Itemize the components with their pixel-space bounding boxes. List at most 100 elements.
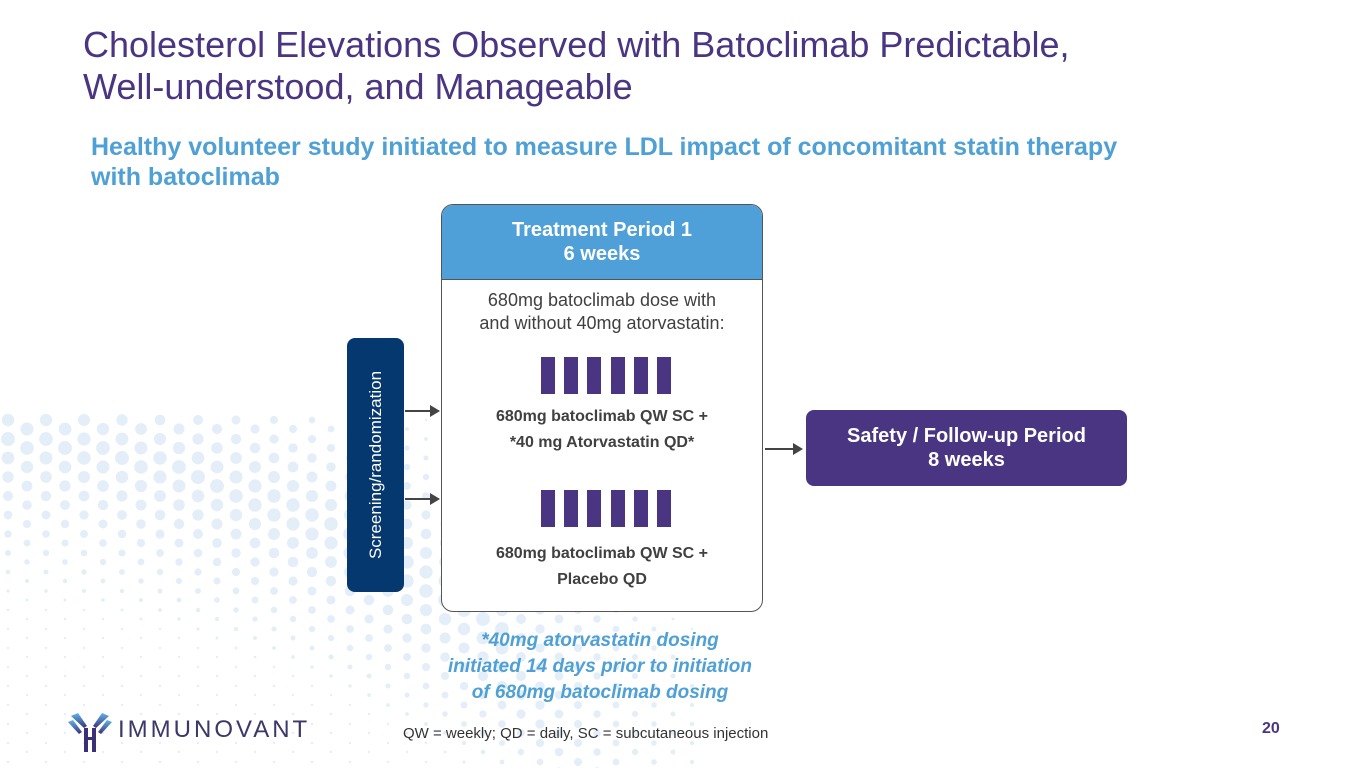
background-dot: [670, 730, 676, 736]
background-dot: [82, 684, 86, 688]
background-dot: [612, 644, 620, 652]
background-dot: [348, 703, 352, 707]
background-dot: [2, 490, 14, 502]
background-dot: [365, 634, 373, 642]
background-dot: [6, 722, 10, 726]
background-dot: [25, 617, 29, 621]
background-dot: [477, 651, 489, 663]
background-dot: [234, 665, 238, 669]
background-dot: [516, 633, 526, 643]
background-dot: [158, 703, 162, 707]
background-dot: [25, 712, 29, 716]
background-dot: [498, 720, 506, 728]
background-dot: [176, 597, 182, 603]
background-dot: [419, 603, 433, 617]
background-dot: [248, 517, 262, 531]
background-dot: [651, 721, 657, 727]
background-dot: [193, 529, 203, 539]
background-dot: [272, 722, 276, 726]
background-dot: [82, 665, 86, 669]
background-dot: [310, 722, 314, 726]
background-dot: [21, 480, 33, 492]
dose-bar: [633, 490, 648, 527]
background-dot: [177, 693, 181, 697]
background-dot: [403, 653, 411, 661]
background-dot: [134, 460, 148, 474]
subtitle-line-1: Healthy volunteer study initiated to mea…: [91, 133, 1118, 161]
background-dot: [24, 578, 30, 584]
background-dot: [535, 662, 545, 672]
background-dot: [612, 720, 620, 728]
background-dot: [554, 652, 564, 662]
background-dot: [215, 674, 219, 678]
background-dot: [177, 731, 181, 735]
background-dot: [461, 740, 467, 746]
arm-2-label-line-2: Placebo QD: [557, 571, 647, 588]
background-dot: [154, 490, 166, 502]
background-dot: [249, 461, 261, 473]
background-dot: [291, 693, 295, 697]
background-dot: [329, 750, 333, 754]
background-dot: [230, 433, 242, 445]
background-dot: [291, 712, 295, 716]
background-dot: [25, 731, 29, 735]
background-dot: [20, 441, 34, 455]
background-dot: [3, 510, 13, 520]
background-dot: [82, 760, 86, 764]
background-dot: [612, 701, 620, 709]
background-dot: [517, 748, 525, 756]
background-dot: [291, 750, 295, 754]
background-dot: [250, 557, 260, 567]
background-dot: [690, 646, 694, 650]
background-dot: [211, 442, 223, 454]
background-dot: [117, 510, 127, 520]
background-dot: [405, 750, 409, 754]
background-dot: [44, 760, 48, 764]
background-dot: [120, 703, 124, 707]
background-dot: [58, 460, 72, 474]
dose-bars-arm-1: [541, 357, 671, 394]
background-dot: [329, 731, 333, 735]
background-dot: [535, 700, 545, 710]
background-dot: [139, 750, 143, 754]
background-dot: [115, 432, 129, 446]
background-dot: [25, 674, 29, 678]
background-dot: [155, 529, 165, 539]
background-dot: [268, 452, 280, 464]
background-dot: [4, 530, 12, 538]
background-dot: [310, 760, 314, 764]
background-dot: [324, 498, 338, 512]
background-dot: [593, 729, 601, 737]
background-dot: [612, 682, 620, 690]
background-dot: [306, 566, 318, 578]
background-dot: [480, 730, 486, 736]
background-dot: [651, 645, 657, 651]
background-dot: [419, 565, 433, 579]
background-dot: [612, 739, 620, 747]
background-dot: [63, 598, 67, 602]
background-dot: [158, 608, 162, 612]
subtitle-line-2: with batoclimab: [91, 163, 280, 191]
background-dot: [651, 683, 657, 689]
background-dot: [215, 712, 219, 716]
background-dot: [348, 722, 352, 726]
background-dot: [288, 576, 298, 586]
background-dot: [154, 509, 166, 521]
background-dot: [115, 470, 129, 484]
background-dot: [210, 498, 224, 512]
background-dot: [309, 645, 315, 651]
background-dot: [573, 681, 583, 691]
background-dot: [177, 617, 181, 621]
background-dot: [516, 671, 526, 681]
background-dot: [101, 750, 105, 754]
background-dot: [272, 665, 276, 669]
background-dot: [593, 615, 601, 623]
background-dot: [405, 731, 409, 735]
background-dot: [671, 617, 675, 621]
background-dot: [116, 414, 128, 426]
background-dot: [401, 518, 413, 530]
dose-bar: [541, 490, 555, 527]
background-dot: [134, 441, 148, 455]
background-dot: [234, 760, 238, 764]
background-dot: [39, 413, 53, 427]
